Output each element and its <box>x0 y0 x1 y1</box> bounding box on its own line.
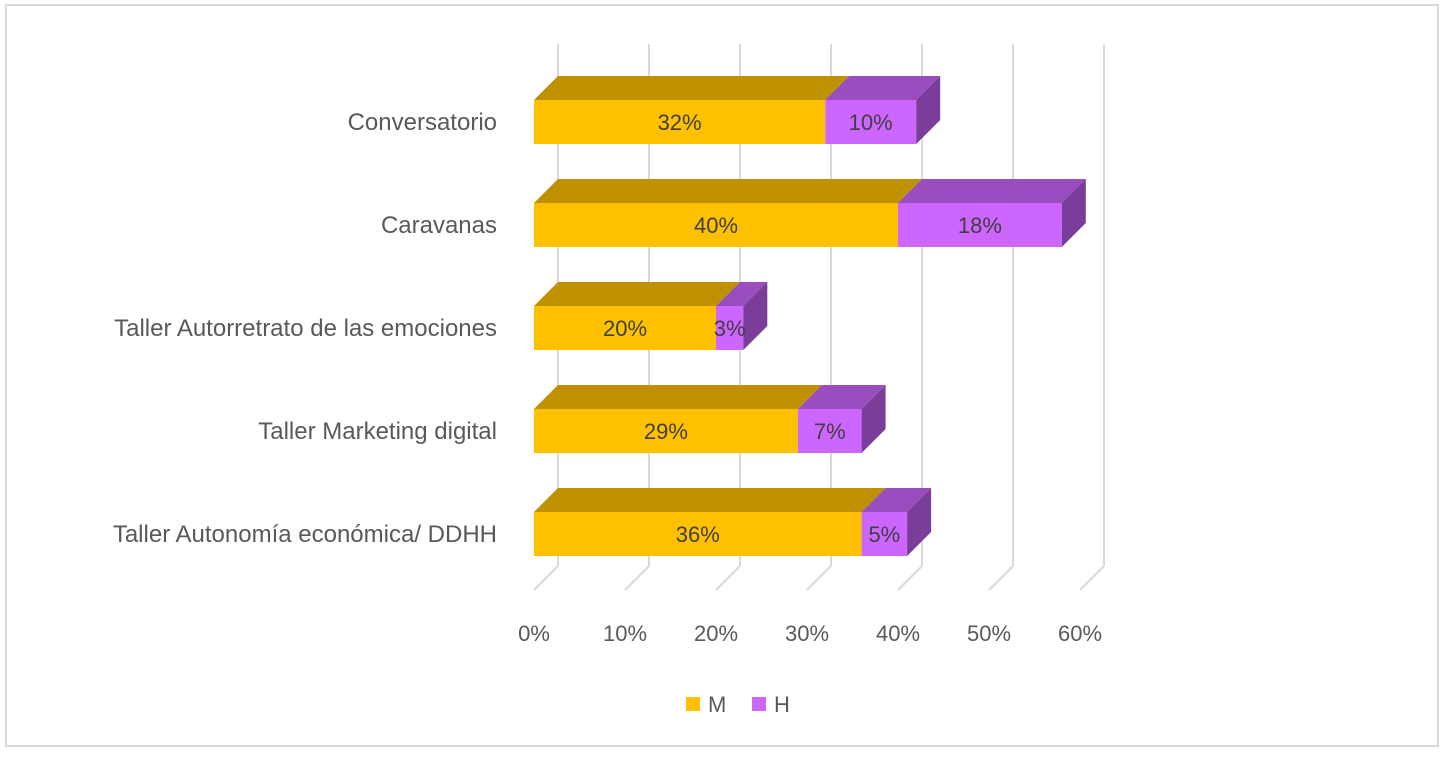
legend-item-M: M <box>686 692 726 717</box>
x-axis-ticks: 0% 10% 20% 30% 40% 50% 60% <box>518 621 1102 646</box>
x-tick-label: 20% <box>694 621 738 646</box>
data-label-H: 7% <box>814 419 846 444</box>
data-label-H: 5% <box>868 522 900 547</box>
bar-M-4 <box>534 488 886 556</box>
x-tick-label: 0% <box>518 621 550 646</box>
bar-M-0 <box>534 76 850 144</box>
x-tick-label: 40% <box>876 621 920 646</box>
data-label-M: 40% <box>694 213 738 238</box>
x-tick-label: 50% <box>967 621 1011 646</box>
x-tick-label: 10% <box>603 621 647 646</box>
category-label: Caravanas <box>381 212 497 239</box>
bars: 32% 10% 40% 18% 20% 3% 29% 7% 36% 5% <box>534 76 1086 556</box>
legend-item-H: H <box>752 692 790 717</box>
data-label-H: 3% <box>714 316 746 341</box>
legend-swatch <box>686 697 700 711</box>
bar-H-3 <box>797 385 886 453</box>
bar-H-4 <box>861 488 932 556</box>
data-label-M: 29% <box>644 419 688 444</box>
data-label-M: 32% <box>658 110 702 135</box>
data-label-H: 10% <box>849 110 893 135</box>
category-label: Taller Autonomía económica/ DDHH <box>113 521 497 548</box>
bar-M-3 <box>534 385 822 453</box>
x-tick-label: 30% <box>785 621 829 646</box>
bar-H-0 <box>825 76 941 144</box>
data-label-M: 20% <box>603 316 647 341</box>
legend-label: M <box>708 692 726 717</box>
x-tick-label: 60% <box>1058 621 1102 646</box>
legend-label: H <box>774 692 790 717</box>
bar-M-1 <box>534 179 922 247</box>
category-label: Taller Autorretrato de las emociones <box>114 315 497 342</box>
category-label: Taller Marketing digital <box>258 418 497 445</box>
category-label: Conversatorio <box>348 109 497 136</box>
bar-H-1 <box>898 179 1086 247</box>
bar-H-2 <box>716 282 768 350</box>
gridline-60 <box>1079 44 1105 591</box>
category-labels: Conversatorio Caravanas Taller Autorretrat… <box>113 109 497 548</box>
bar-M-2 <box>534 282 740 350</box>
legend-swatch <box>752 697 766 711</box>
data-label-M: 36% <box>676 522 720 547</box>
data-label-H: 18% <box>958 213 1002 238</box>
gridline-50 <box>988 44 1014 591</box>
